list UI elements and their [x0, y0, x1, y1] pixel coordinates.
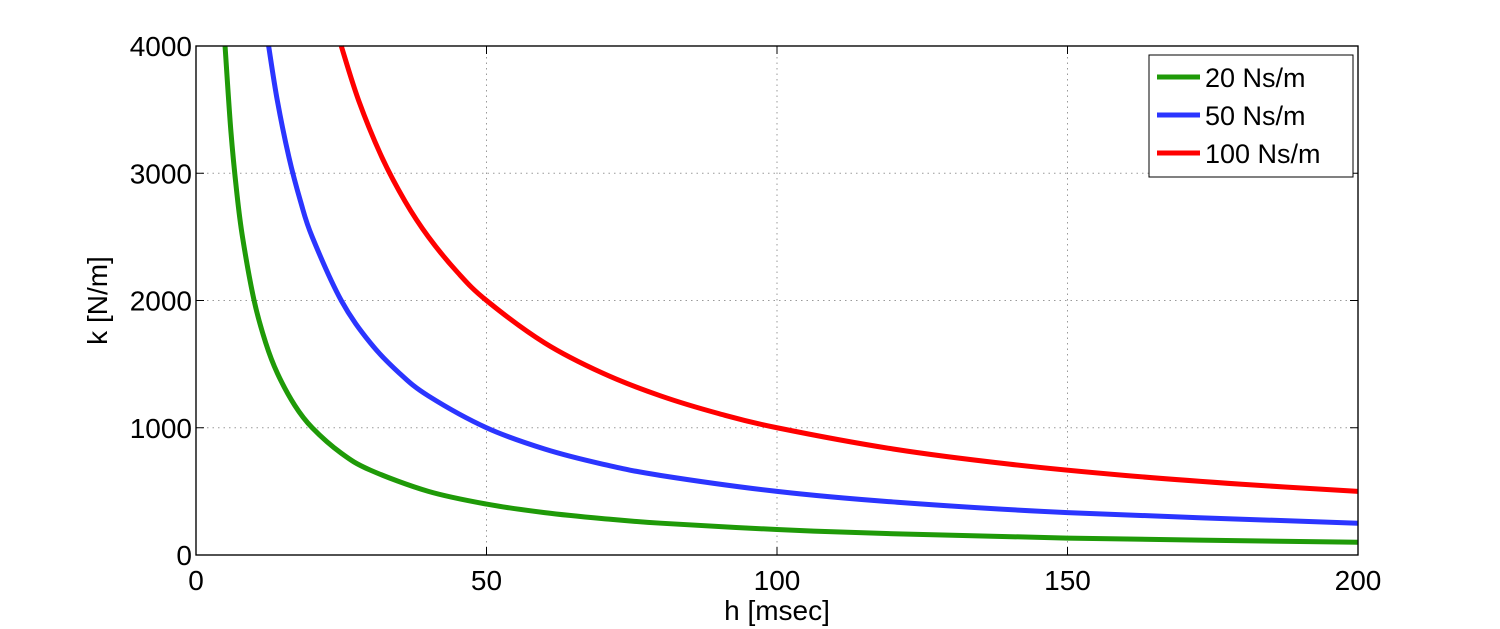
series-line-1 — [266, 45, 1359, 526]
legend: 20 Ns/m 50 Ns/m 100 Ns/m — [1148, 54, 1354, 178]
legend-label: 100 Ns/m — [1205, 139, 1321, 169]
x-tick-label: 0 — [188, 565, 204, 596]
y-tick-label: 0 — [176, 540, 192, 571]
y-tick-label: 4000 — [130, 31, 192, 62]
y-tick-labels: 0 1000 2000 3000 4000 — [130, 31, 192, 571]
series-line-0 — [222, 45, 1359, 545]
series-lines — [222, 45, 1359, 545]
x-tick-label: 200 — [1335, 565, 1382, 596]
x-axis-label: h [msec] — [724, 595, 830, 626]
legend-label: 20 Ns/m — [1205, 63, 1306, 93]
x-tick-label: 100 — [754, 565, 801, 596]
y-tick-label: 1000 — [130, 413, 192, 444]
y-tick-label: 3000 — [130, 158, 192, 189]
series-line-2 — [338, 45, 1359, 494]
plot-frame — [195, 45, 1359, 556]
x-tick-label: 150 — [1044, 565, 1091, 596]
y-tick-label: 2000 — [130, 286, 192, 317]
y-axis-label: k [N/m] — [82, 256, 113, 345]
legend-label: 50 Ns/m — [1205, 101, 1306, 131]
x-tick-label: 50 — [471, 565, 502, 596]
x-tick-labels: 0 50 100 150 200 — [188, 565, 1381, 596]
